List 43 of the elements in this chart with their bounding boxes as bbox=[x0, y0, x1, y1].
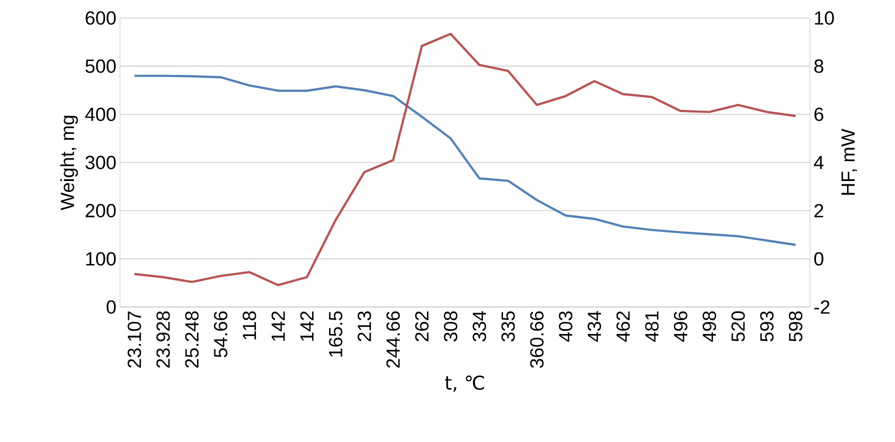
x-tick-label: 334 bbox=[472, 311, 486, 342]
x-tick-label: 360.66 bbox=[530, 311, 544, 368]
x-tick-label: 481 bbox=[645, 311, 659, 342]
line-series bbox=[133, 74, 797, 246]
y2-tick-label: 10 bbox=[814, 11, 834, 25]
y2-tick-label: 0 bbox=[814, 252, 824, 266]
line-series bbox=[133, 32, 797, 286]
x-tick-label: 520 bbox=[731, 311, 745, 342]
x-tick-label: 54.66 bbox=[214, 311, 228, 358]
y2-tick-label: 2 bbox=[814, 204, 824, 218]
y2-tick-label: -2 bbox=[814, 300, 830, 314]
y2-tick-label: 6 bbox=[814, 108, 824, 122]
y2-axis-title: HF, mW bbox=[842, 128, 858, 195]
x-tick-label: 262 bbox=[415, 311, 429, 342]
x-tick-label: 598 bbox=[788, 311, 802, 342]
y-tick-label: 500 bbox=[86, 59, 116, 73]
x-tick-label: 244.66 bbox=[386, 311, 400, 368]
y-tick-label: 400 bbox=[85, 108, 116, 122]
x-tick-label: 165.5 bbox=[328, 311, 342, 357]
x-tick-label: 142 bbox=[271, 311, 285, 341]
x-tick-label: 25.248 bbox=[185, 311, 199, 368]
y-tick-label: 600 bbox=[86, 11, 116, 25]
y2-tick-label: 4 bbox=[814, 156, 824, 170]
x-tick-label: 118 bbox=[242, 311, 256, 340]
x-tick-label: 308 bbox=[444, 311, 458, 342]
y-tick-label: 200 bbox=[86, 204, 116, 218]
x-tick-label: 462 bbox=[616, 311, 630, 342]
x-tick-label: 335 bbox=[501, 311, 515, 342]
x-tick-label: 434 bbox=[588, 311, 602, 342]
x-tick-label: 23.107 bbox=[128, 311, 142, 368]
x-tick-label: 403 bbox=[558, 311, 572, 342]
x-tick-label: 142 bbox=[300, 311, 314, 341]
x-tick-label: 498 bbox=[702, 311, 716, 342]
x-tick-label: 496 bbox=[674, 311, 688, 342]
y-tick-label: 0 bbox=[106, 300, 116, 314]
x-tick-label: 213 bbox=[358, 311, 372, 342]
y-tick-label: 100 bbox=[86, 252, 116, 266]
y2-tick-label: 8 bbox=[814, 59, 824, 73]
y-axis-title: Weight, mg bbox=[60, 116, 78, 210]
x-tick-label: 23.928 bbox=[156, 311, 170, 368]
x-axis-title: t, ℃ bbox=[445, 376, 484, 392]
y-tick-label: 300 bbox=[86, 156, 116, 170]
x-tick-label: 593 bbox=[760, 311, 774, 342]
